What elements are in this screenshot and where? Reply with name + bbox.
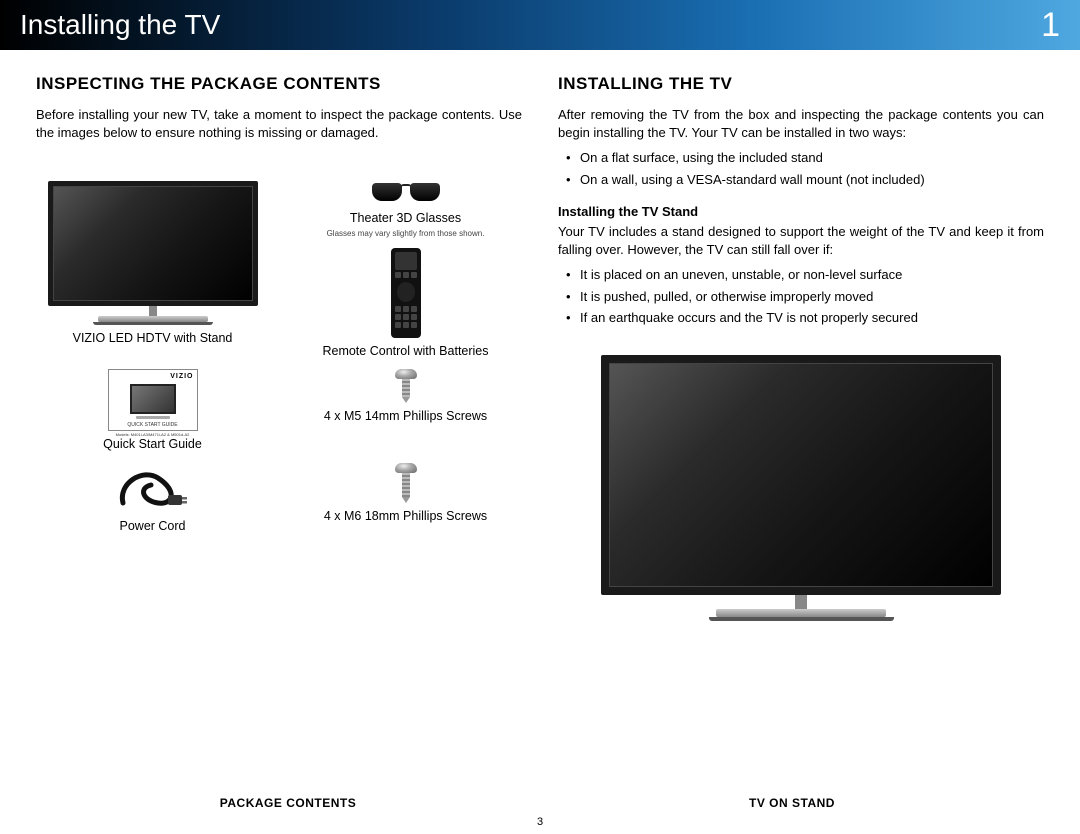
page-number: 3 bbox=[0, 816, 1080, 828]
left-heading: INSPECTING THE PACKAGE CONTENTS bbox=[36, 74, 522, 94]
screw-m5-icon bbox=[395, 369, 417, 403]
pkg-remote-label: Remote Control with Batteries bbox=[322, 344, 488, 360]
pkg-tv: VIZIO LED HDTV with Stand bbox=[36, 181, 269, 359]
risk-1: It is placed on an uneven, unstable, or … bbox=[580, 266, 1044, 284]
guide-models-text: Models: M401i-A3/M471i-A2 & M501d-A2 bbox=[112, 433, 194, 437]
guide-icon: VIZIO QUICK START GUIDE Models: M401i-A3… bbox=[108, 369, 198, 431]
tv-icon bbox=[48, 181, 258, 325]
glasses-icon bbox=[370, 181, 442, 205]
right-intro: After removing the TV from the box and i… bbox=[558, 106, 1044, 141]
pkg-glasses-label: Theater 3D Glasses bbox=[350, 211, 461, 227]
pkg-guide: VIZIO QUICK START GUIDE Models: M401i-A3… bbox=[36, 369, 269, 453]
guide-logo: VIZIO bbox=[112, 373, 194, 380]
package-grid: VIZIO LED HDTV with Stand Theater 3D Gla… bbox=[36, 181, 522, 535]
risk-2: It is pushed, pulled, or otherwise impro… bbox=[580, 288, 1044, 306]
right-column: INSTALLING THE TV After removing the TV … bbox=[558, 74, 1044, 621]
left-column: INSPECTING THE PACKAGE CONTENTS Before i… bbox=[36, 74, 522, 621]
risk-list: It is placed on an uneven, unstable, or … bbox=[558, 266, 1044, 327]
pkg-screws-m6: 4 x M6 18mm Phillips Screws bbox=[289, 463, 522, 535]
guide-title-text: QUICK START GUIDE bbox=[112, 423, 194, 429]
large-tv-icon bbox=[601, 355, 1001, 621]
pkg-cord: Power Cord bbox=[36, 463, 269, 535]
caption-row: PACKAGE CONTENTS TV ON STAND bbox=[36, 796, 1044, 810]
way-2: On a wall, using a VESA-standard wall mo… bbox=[580, 171, 1044, 189]
pkg-remote: Remote Control with Batteries bbox=[289, 248, 522, 360]
pkg-glasses: Theater 3D Glasses Glasses may vary slig… bbox=[289, 181, 522, 238]
header-chapter: 1 bbox=[1041, 6, 1060, 45]
pkg-m6-label: 4 x M6 18mm Phillips Screws bbox=[324, 509, 487, 525]
way-1: On a flat surface, using the included st… bbox=[580, 149, 1044, 167]
pkg-tv-label: VIZIO LED HDTV with Stand bbox=[73, 331, 233, 347]
large-tv-figure bbox=[558, 355, 1044, 621]
pkg-screws-m5: 4 x M5 14mm Phillips Screws bbox=[289, 369, 522, 453]
content: INSPECTING THE PACKAGE CONTENTS Before i… bbox=[0, 50, 1080, 621]
screw-m6-icon bbox=[395, 463, 417, 503]
cord-icon bbox=[113, 463, 193, 513]
stand-intro: Your TV includes a stand designed to sup… bbox=[558, 223, 1044, 258]
install-ways-list: On a flat surface, using the included st… bbox=[558, 149, 1044, 188]
pkg-cord-label: Power Cord bbox=[120, 519, 186, 535]
remote-icon bbox=[391, 248, 421, 338]
risk-3: If an earthquake occurs and the TV is no… bbox=[580, 309, 1044, 327]
page-header: Installing the TV 1 bbox=[0, 0, 1080, 50]
stand-subhead: Installing the TV Stand bbox=[558, 204, 1044, 219]
pkg-m5-label: 4 x M5 14mm Phillips Screws bbox=[324, 409, 487, 425]
pkg-guide-label: Quick Start Guide bbox=[103, 437, 202, 453]
header-title: Installing the TV bbox=[20, 9, 220, 41]
right-heading: INSTALLING THE TV bbox=[558, 74, 1044, 94]
left-caption: PACKAGE CONTENTS bbox=[36, 796, 540, 810]
pkg-glasses-note: Glasses may vary slightly from those sho… bbox=[327, 229, 485, 238]
left-intro: Before installing your new TV, take a mo… bbox=[36, 106, 522, 141]
right-caption: TV ON STAND bbox=[540, 796, 1044, 810]
